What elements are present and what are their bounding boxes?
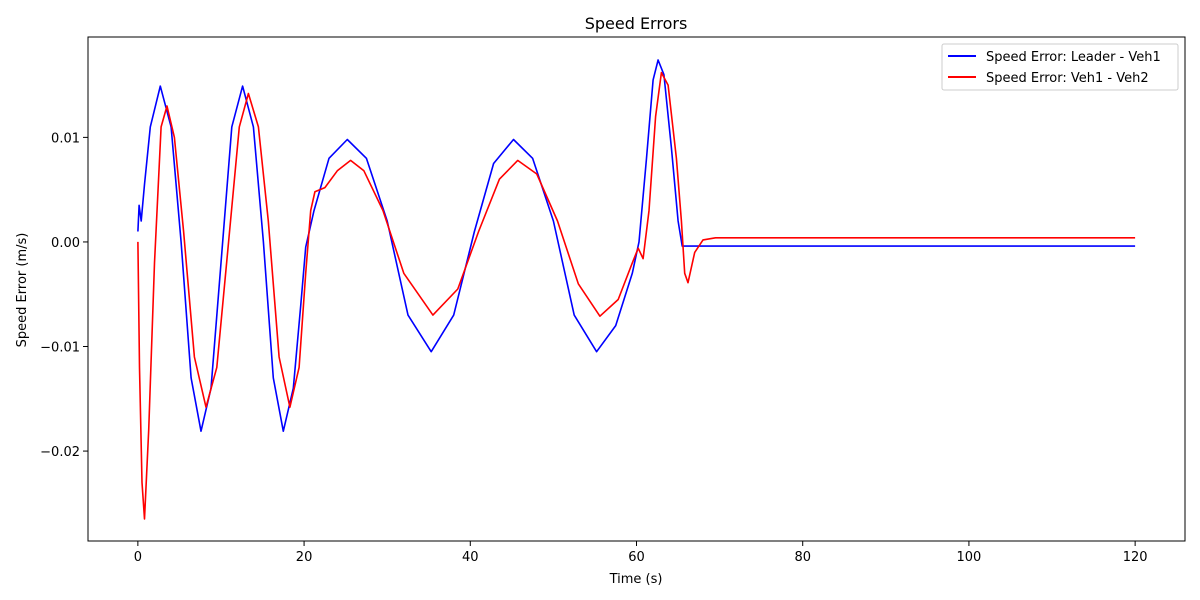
series-line-1 [137,59,1136,433]
y-tick-label: −0.02 [40,445,80,460]
y-tick-label: 0.00 [51,236,80,251]
x-axis-ticks: 0 20 40 60 80 100 120 [134,541,1148,565]
x-tick-label: 40 [462,550,479,565]
x-axis-label: Time (s) [609,572,663,587]
y-axis-ticks: −0.02 −0.01 0.00 0.01 [40,131,88,460]
x-tick-label: 80 [794,550,811,565]
y-tick-label: 0.01 [51,131,80,146]
plot-area [87,36,1186,542]
chart-title: Speed Errors [585,14,688,33]
legend-label-1: Speed Error: Leader - Veh1 [986,50,1161,65]
x-tick-label: 0 [134,550,142,565]
x-tick-label: 20 [296,550,313,565]
x-tick-label: 100 [957,550,982,565]
x-tick-label: 60 [628,550,645,565]
legend-label-2: Speed Error: Veh1 - Veh2 [986,71,1149,86]
plot-frame [87,36,1186,542]
x-tick-label: 120 [1123,550,1148,565]
series-lines [137,59,1136,520]
y-axis-label: Speed Error (m/s) [15,233,30,348]
y-tick-label: −0.01 [40,341,80,356]
series-line-2 [137,71,1136,520]
legend: Speed Error: Leader - Veh1 Speed Error: V… [941,43,1179,91]
legend-box [941,43,1179,91]
